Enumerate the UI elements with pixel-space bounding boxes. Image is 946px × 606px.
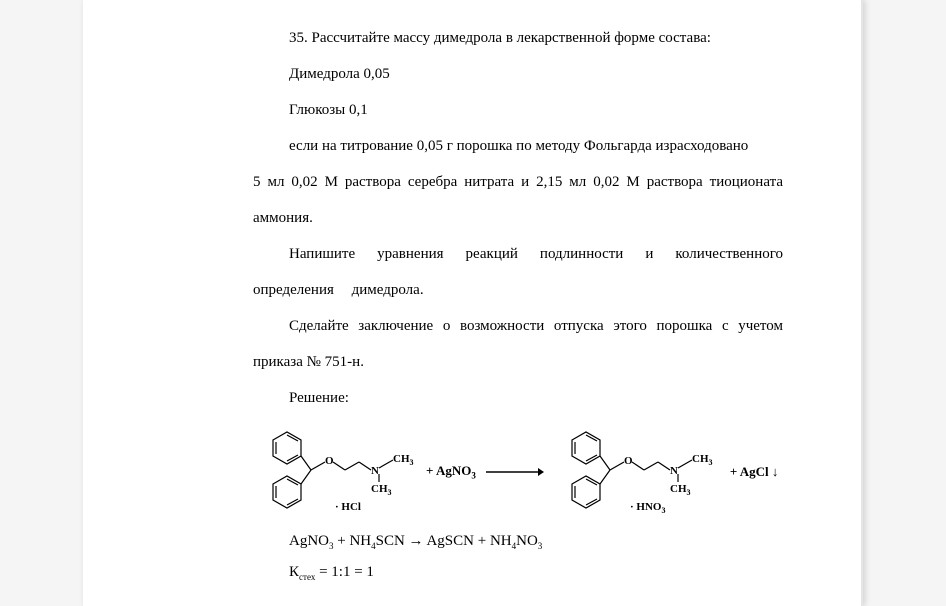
page: 35. Рассчитайте массу димедрола в лекарс… [83,0,863,606]
equation-1: AgNO3 + NH4SCN → AgSCN + NH4NO3 [253,528,783,555]
content-block: 35. Рассчитайте массу димедрола в лекарс… [113,20,783,586]
paragraph-4: если на титрование 0,05 г порошка по мет… [253,128,783,164]
svg-text:CH3: CH3 [692,453,713,467]
svg-text:O: O [325,455,334,467]
svg-text:· HNO3: · HNO3 [630,501,665,515]
svg-text:CH3: CH3 [670,483,691,497]
molecule-left: O N CH3 CH3 · HCl [253,422,418,522]
paragraph-2: Димедрола 0,05 [253,56,783,92]
svg-text:N: N [670,465,678,477]
paragraph-3: Глюкозы 0,1 [253,92,783,128]
svg-text:O: O [624,455,633,467]
arrow-icon [484,465,544,479]
paragraph-6: Напишите уравнения реакций подлинности и… [253,236,783,308]
equation-2: Кстех = 1:1 = 1 [253,559,783,586]
reagent-agno3: + AgNO3 [426,463,476,481]
svg-text:N: N [371,465,379,477]
product-agcl: + AgCl ↓ [730,464,779,480]
svg-text:CH3: CH3 [371,483,392,497]
paragraph-1: 35. Рассчитайте массу димедрола в лекарс… [253,20,783,56]
paragraph-7: Сделайте заключение о возможности отпуск… [253,308,783,380]
paragraph-8: Решение: [253,380,783,416]
reaction-scheme: O N CH3 CH3 · HCl + AgNO3 [253,422,783,522]
paragraph-5: 5 мл 0,02 М раствора серебра нитрата и 2… [253,164,783,236]
svg-text:CH3: CH3 [393,453,414,467]
molecule-right: O N CH3 CH3 · HNO3 [552,422,722,522]
svg-text:· HCl: · HCl [335,501,361,513]
